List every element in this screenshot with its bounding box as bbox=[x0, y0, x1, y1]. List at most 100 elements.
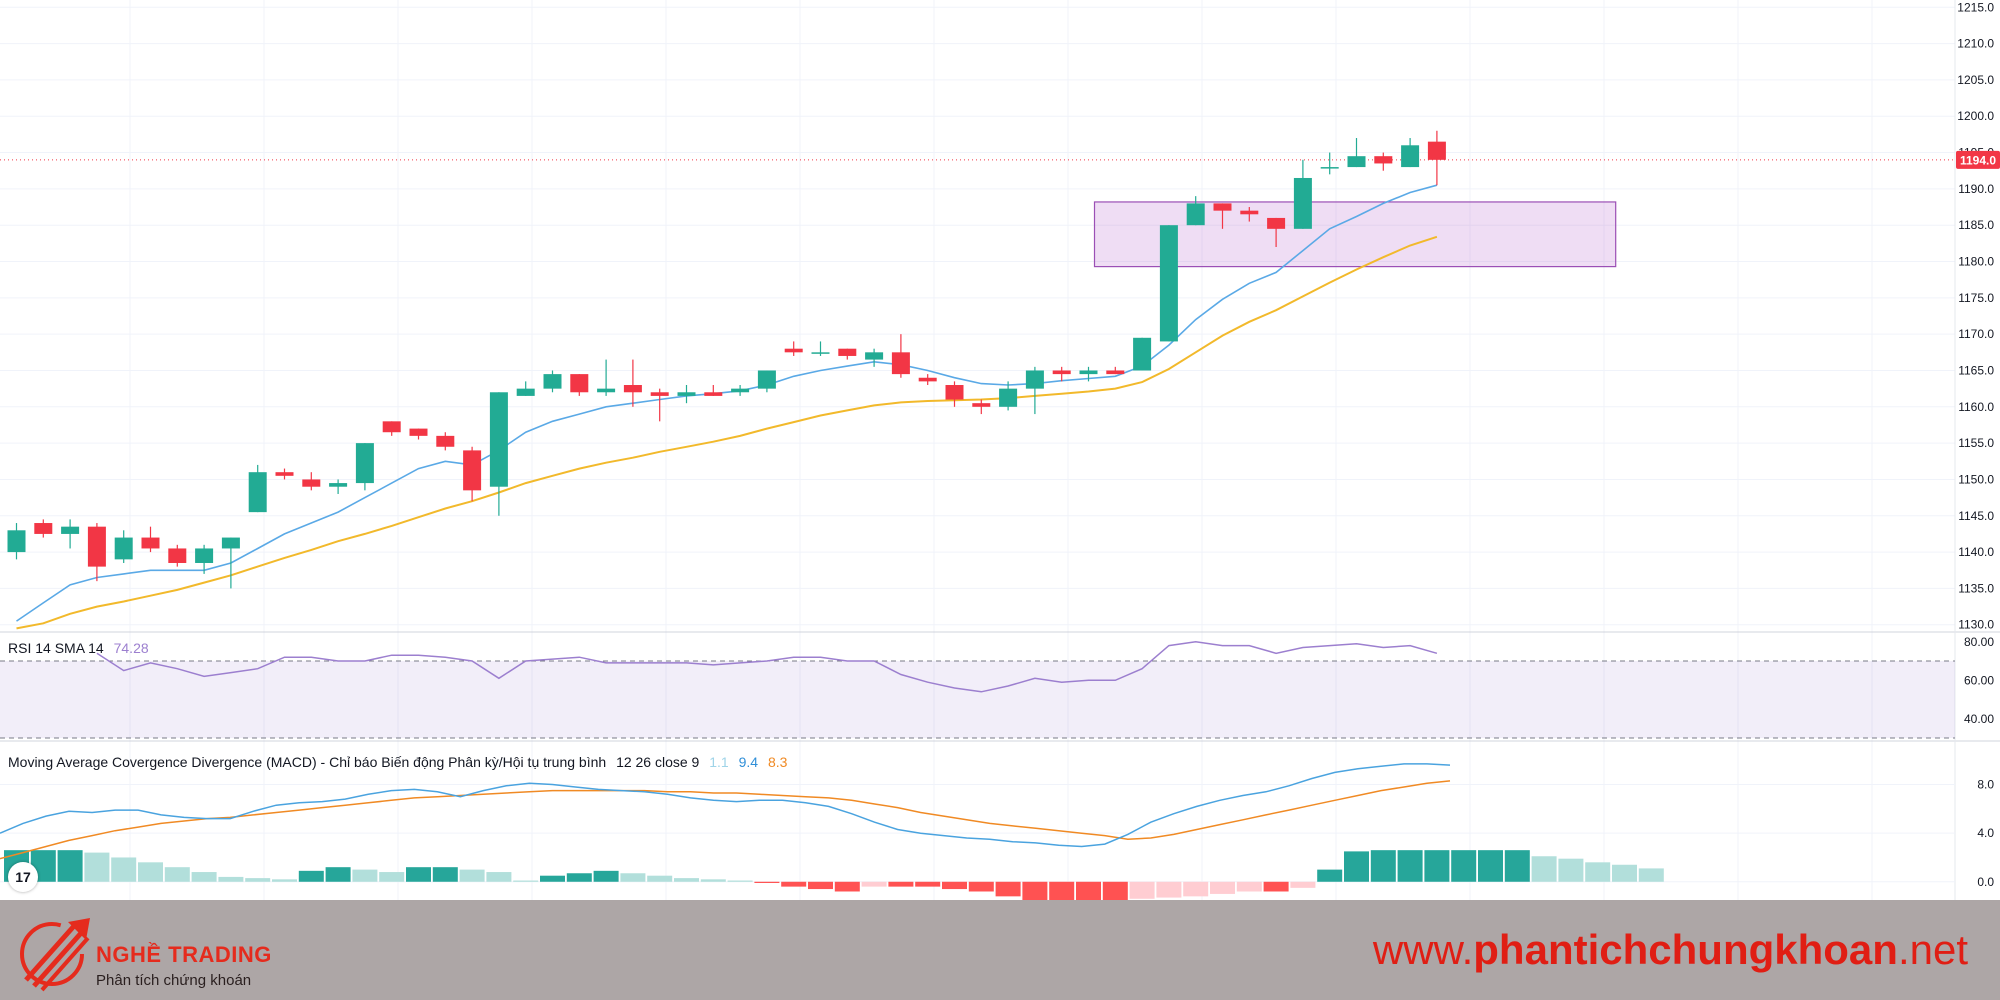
macd-histogram-bar bbox=[325, 867, 351, 882]
candle bbox=[1267, 217, 1286, 247]
candle-body bbox=[1106, 370, 1125, 375]
chart-area[interactable]: 1130.0 1135.0 1140.0 1145.0 1150.0 1155.0 1160… bbox=[0, 0, 2000, 900]
candle bbox=[865, 348, 884, 367]
candle bbox=[1240, 207, 1259, 222]
rsi-band bbox=[0, 661, 1955, 738]
candle-body bbox=[1025, 370, 1044, 389]
macd-histogram-bar bbox=[1344, 851, 1369, 882]
candle bbox=[34, 519, 53, 538]
macd-histogram-bar bbox=[1022, 881, 1048, 900]
price-tick-label: 1205.0 bbox=[1957, 73, 1994, 87]
rsi-tick-label: 60.00 bbox=[1964, 673, 1994, 687]
candle-body bbox=[114, 537, 133, 560]
candle bbox=[382, 421, 401, 436]
candle bbox=[1347, 138, 1366, 168]
candle bbox=[195, 544, 214, 574]
macd-histogram-bar bbox=[674, 878, 699, 882]
candle bbox=[945, 381, 964, 407]
candle-body bbox=[918, 377, 937, 382]
macd-histogram-bar bbox=[781, 881, 807, 887]
macd-histogram-bar bbox=[834, 881, 860, 892]
candle bbox=[1159, 225, 1178, 342]
macd-histogram-bar bbox=[1370, 850, 1396, 882]
candle-body bbox=[1133, 337, 1152, 371]
candle-body bbox=[1079, 370, 1098, 375]
macd-line bbox=[0, 763, 1451, 848]
candle bbox=[1025, 366, 1044, 415]
macd-histogram-bar bbox=[138, 862, 163, 882]
candle-body bbox=[1213, 203, 1232, 211]
brand-tagline: Phân tích chứng khoán bbox=[96, 972, 252, 989]
candle-body bbox=[302, 479, 321, 487]
candle-body bbox=[838, 348, 857, 356]
candle-body bbox=[1186, 203, 1205, 226]
candle-body bbox=[731, 388, 750, 393]
trend-arrow-logo-icon bbox=[20, 918, 90, 992]
macd-histogram-bar bbox=[218, 876, 244, 882]
price-tick-label: 1200.0 bbox=[1957, 109, 1994, 123]
rsi-legend: RSI 14 SMA 14 74.28 bbox=[8, 640, 155, 656]
macd-histogram-bar bbox=[540, 875, 565, 882]
candle-body bbox=[141, 537, 160, 549]
candle bbox=[329, 479, 348, 494]
macd-histogram-bar bbox=[1451, 850, 1477, 882]
candle bbox=[972, 399, 991, 415]
macd-histogram-bar bbox=[1183, 881, 1209, 897]
tradingview-logo[interactable]: 17 bbox=[8, 862, 38, 892]
macd-histogram-bar bbox=[593, 870, 619, 882]
ma-fast-line bbox=[16, 184, 1438, 622]
candle-body bbox=[1052, 370, 1071, 375]
candle-body bbox=[1293, 177, 1312, 229]
candle-body bbox=[195, 548, 214, 563]
price-tick-label: 1170.0 bbox=[1958, 327, 1994, 341]
price-tick-label: 1185.0 bbox=[1958, 218, 1994, 232]
macd-histogram-bar bbox=[459, 869, 485, 882]
price-tick-label: 1190.0 bbox=[1958, 182, 1994, 196]
macd-histogram-bar bbox=[1317, 869, 1343, 882]
candle-body bbox=[516, 388, 535, 396]
candle bbox=[623, 359, 642, 407]
candle bbox=[114, 530, 133, 563]
macd-legend: Moving Average Covergence Divergence (MA… bbox=[8, 754, 793, 770]
price-tick-label: 1180.0 bbox=[1958, 255, 1994, 269]
candle bbox=[87, 523, 106, 582]
candle-body bbox=[1347, 156, 1366, 168]
candle bbox=[1293, 159, 1312, 229]
candle-body bbox=[1374, 156, 1393, 164]
price-tick-label: 1145.0 bbox=[1958, 509, 1994, 523]
candle bbox=[436, 432, 455, 451]
macd-tick-label: 4.0 bbox=[1977, 826, 1994, 840]
candle bbox=[516, 381, 535, 396]
candle bbox=[999, 381, 1018, 411]
macd-histogram-bar bbox=[513, 880, 539, 882]
candle-body bbox=[999, 388, 1018, 407]
price-tick-label: 1175.0 bbox=[1958, 291, 1994, 305]
macd-histogram-bar bbox=[915, 881, 941, 887]
candle bbox=[141, 526, 160, 553]
price-tick-label: 1210.0 bbox=[1957, 37, 1994, 51]
candle-body bbox=[1401, 145, 1420, 168]
candle bbox=[1320, 152, 1339, 175]
macd-histogram-bar bbox=[942, 881, 967, 890]
candle-body bbox=[597, 388, 616, 393]
macd-histogram-bar bbox=[1638, 868, 1664, 882]
brand-name: NGHỀ TRADING bbox=[96, 942, 272, 967]
macd-histogram-bar bbox=[995, 881, 1021, 897]
macd-histogram-bar bbox=[1102, 881, 1128, 900]
chart-canvas[interactable]: 1130.0 1135.0 1140.0 1145.0 1150.0 1155.0 1160… bbox=[0, 0, 2000, 900]
last-price-tag: 1194.0 bbox=[1956, 150, 2000, 169]
macd-histogram-bar bbox=[1585, 862, 1611, 882]
candle-body bbox=[409, 428, 428, 436]
candle bbox=[811, 341, 830, 356]
rsi-tick-label: 40.00 bbox=[1964, 712, 1994, 726]
candle bbox=[597, 359, 616, 396]
website-url[interactable]: www.phantichchungkhoan.net bbox=[1373, 926, 1968, 974]
candle bbox=[650, 388, 669, 422]
highlight-zone-box bbox=[1093, 201, 1617, 268]
candle-body bbox=[87, 526, 106, 567]
macd-params: 12 26 close 9 bbox=[616, 754, 700, 770]
candle-body bbox=[1240, 210, 1259, 215]
rsi-label: RSI 14 SMA 14 bbox=[8, 640, 104, 656]
macd-histogram-bar bbox=[1397, 850, 1423, 882]
candle bbox=[248, 464, 267, 513]
